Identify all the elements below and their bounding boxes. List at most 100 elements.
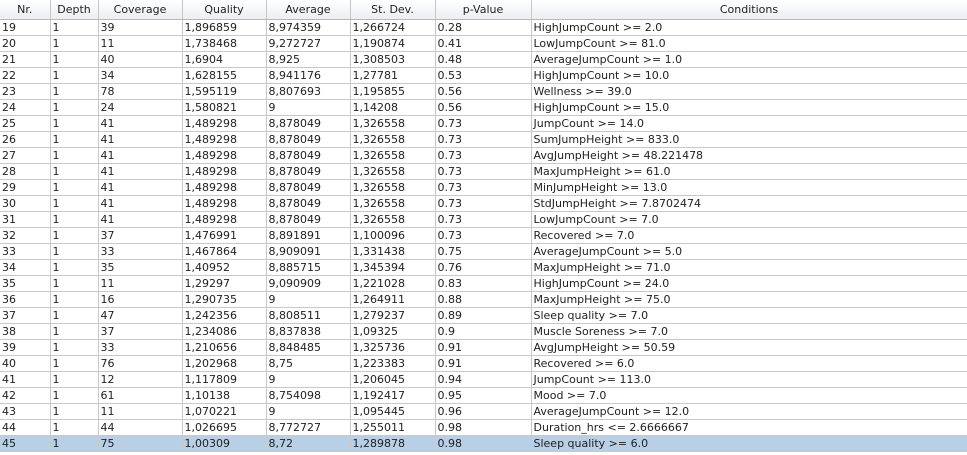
cell-quality: 1,628155: [182, 67, 267, 84]
cell-depth: 1: [50, 51, 99, 68]
table-row[interactable]: 39 1 33 1,210656 8,848485 1,325736 0.91 AvgJump…: [0, 339, 967, 356]
column-header-st-dev[interactable]: St. Dev.: [350, 0, 436, 20]
cell-quality: 1,580821: [182, 99, 267, 116]
table-row[interactable]: 37 1 47 1,242356 8,808511 1,279237 0.89 Sleep q…: [0, 307, 967, 324]
cell-average: 9: [266, 371, 351, 388]
cell-coverage: 41: [98, 115, 183, 132]
cell-coverage: 61: [98, 387, 183, 404]
cell-p-value: 0.76: [435, 259, 532, 276]
cell-coverage: 41: [98, 211, 183, 228]
cell-average: 9,090909: [266, 275, 351, 292]
cell-conditions: Duration_hrs <= 2.6666667: [531, 419, 967, 436]
column-header-nr[interactable]: Nr.: [0, 0, 51, 20]
cell-conditions: Muscle Soreness >= 7.0: [531, 323, 967, 340]
cell-st-dev: 1,326558: [350, 163, 436, 180]
cell-conditions: AverageJumpCount >= 5.0: [531, 243, 967, 260]
cell-quality: 1,489298: [182, 195, 267, 212]
cell-nr: 31: [0, 211, 51, 228]
cell-p-value: 0.73: [435, 115, 532, 132]
cell-p-value: 0.73: [435, 131, 532, 148]
table-row[interactable]: 19 1 39 1,896859 8,974359 1,266724 0.28 HighJum…: [0, 19, 967, 36]
cell-conditions: MaxJumpHeight >= 75.0: [531, 291, 967, 308]
table-row[interactable]: 35 1 11 1,29297 9,090909 1,221028 0.83 HighJump…: [0, 275, 967, 292]
table-row[interactable]: 20 1 11 1,738468 9,272727 1,190874 0.41 LowJump…: [0, 35, 967, 52]
table-row[interactable]: 32 1 37 1,476991 8,891891 1,100096 0.73 Recover…: [0, 227, 967, 244]
cell-depth: 1: [50, 131, 99, 148]
table-row[interactable]: 36 1 16 1,290735 9 1,264911 0.88 MaxJumpHeight …: [0, 291, 967, 308]
cell-nr: 37: [0, 307, 51, 324]
cell-coverage: 76: [98, 355, 183, 372]
cell-p-value: 0.73: [435, 147, 532, 164]
cell-coverage: 41: [98, 131, 183, 148]
cell-average: 9: [266, 291, 351, 308]
cell-p-value: 0.73: [435, 163, 532, 180]
table-row[interactable]: 42 1 61 1,10138 8,754098 1,192417 0.95 Mood >= …: [0, 387, 967, 404]
table-row[interactable]: 28 1 41 1,489298 8,878049 1,326558 0.73 MaxJump…: [0, 163, 967, 180]
table-row[interactable]: 43 1 11 1,070221 9 1,095445 0.96 AverageJumpCou…: [0, 403, 967, 420]
table-row[interactable]: 25 1 41 1,489298 8,878049 1,326558 0.73 JumpCou…: [0, 115, 967, 132]
table-row[interactable]: 31 1 41 1,489298 8,878049 1,326558 0.73 LowJump…: [0, 211, 967, 228]
cell-depth: 1: [50, 323, 99, 340]
table-row[interactable]: 41 1 12 1,117809 9 1,206045 0.94 JumpCount >= 1…: [0, 371, 967, 388]
cell-nr: 20: [0, 35, 51, 52]
column-header-depth[interactable]: Depth: [50, 0, 99, 20]
cell-p-value: 0.98: [435, 435, 532, 452]
cell-nr: 25: [0, 115, 51, 132]
cell-coverage: 24: [98, 99, 183, 116]
cell-p-value: 0.88: [435, 291, 532, 308]
cell-coverage: 78: [98, 83, 183, 100]
cell-quality: 1,896859: [182, 19, 267, 36]
cell-conditions: HighJumpCount >= 2.0: [531, 19, 967, 36]
cell-quality: 1,738468: [182, 35, 267, 52]
cell-depth: 1: [50, 275, 99, 292]
table-row[interactable]: 38 1 37 1,234086 8,837838 1,09325 0.9 Muscle So…: [0, 323, 967, 340]
cell-depth: 1: [50, 259, 99, 276]
table-row[interactable]: 30 1 41 1,489298 8,878049 1,326558 0.73 StdJump…: [0, 195, 967, 212]
cell-p-value: 0.56: [435, 83, 532, 100]
table-row[interactable]: 22 1 34 1,628155 8,941176 1,27781 0.53 HighJump…: [0, 67, 967, 84]
cell-conditions: SumJumpHeight >= 833.0: [531, 131, 967, 148]
column-header-p-value[interactable]: p-Value: [435, 0, 532, 20]
table-row[interactable]: 40 1 76 1,202968 8,75 1,223383 0.91 Recovered >…: [0, 355, 967, 372]
table-row[interactable]: 33 1 33 1,467864 8,909091 1,331438 0.75 Average…: [0, 243, 967, 260]
cell-nr: 30: [0, 195, 51, 212]
cell-st-dev: 1,279237: [350, 307, 436, 324]
table-header-row: Nr. Depth Coverage Quality Average St. D…: [0, 0, 967, 20]
cell-p-value: 0.9: [435, 323, 532, 340]
cell-nr: 24: [0, 99, 51, 116]
cell-nr: 44: [0, 419, 51, 436]
cell-p-value: 0.48: [435, 51, 532, 68]
cell-conditions: MinJumpHeight >= 13.0: [531, 179, 967, 196]
table-row[interactable]: 34 1 35 1,40952 8,885715 1,345394 0.76 MaxJumpH…: [0, 259, 967, 276]
cell-quality: 1,489298: [182, 179, 267, 196]
cell-conditions: HighJumpCount >= 10.0: [531, 67, 967, 84]
table-row[interactable]: 26 1 41 1,489298 8,878049 1,326558 0.73 SumJump…: [0, 131, 967, 148]
cell-st-dev: 1,289878: [350, 435, 436, 452]
column-header-average[interactable]: Average: [266, 0, 351, 20]
cell-quality: 1,070221: [182, 403, 267, 420]
cell-conditions: JumpCount >= 113.0: [531, 371, 967, 388]
cell-depth: 1: [50, 147, 99, 164]
table-row[interactable]: 24 1 24 1,580821 9 1,14208 0.56 HighJumpCount >…: [0, 99, 967, 116]
column-header-quality[interactable]: Quality: [182, 0, 267, 20]
cell-average: 8,878049: [266, 179, 351, 196]
table-row[interactable]: 44 1 44 1,026695 8,772727 1,255011 0.98 Duratio…: [0, 419, 967, 436]
cell-coverage: 11: [98, 35, 183, 52]
cell-conditions: HighJumpCount >= 15.0: [531, 99, 967, 116]
cell-quality: 1,026695: [182, 419, 267, 436]
column-header-conditions[interactable]: Conditions: [531, 0, 967, 20]
column-header-coverage[interactable]: Coverage: [98, 0, 183, 20]
table-row[interactable]: 29 1 41 1,489298 8,878049 1,326558 0.73 MinJump…: [0, 179, 967, 196]
cell-st-dev: 1,190874: [350, 35, 436, 52]
table-row[interactable]: 23 1 78 1,595119 8,807693 1,195855 0.56 Wellnes…: [0, 83, 967, 100]
table-row[interactable]: 21 1 40 1,6904 8,925 1,308503 0.48 AverageJumpC…: [0, 51, 967, 68]
cell-depth: 1: [50, 419, 99, 436]
cell-coverage: 41: [98, 179, 183, 196]
cell-conditions: Wellness >= 39.0: [531, 83, 967, 100]
table-row[interactable]: 45 1 75 1,00309 8,72 1,289878 0.98 Sleep qualit…: [0, 435, 967, 452]
cell-average: 8,878049: [266, 211, 351, 228]
table-row[interactable]: 27 1 41 1,489298 8,878049 1,326558 0.73 AvgJump…: [0, 147, 967, 164]
cell-conditions: Sleep quality >= 6.0: [531, 435, 967, 452]
cell-st-dev: 1,325736: [350, 339, 436, 356]
cell-nr: 21: [0, 51, 51, 68]
